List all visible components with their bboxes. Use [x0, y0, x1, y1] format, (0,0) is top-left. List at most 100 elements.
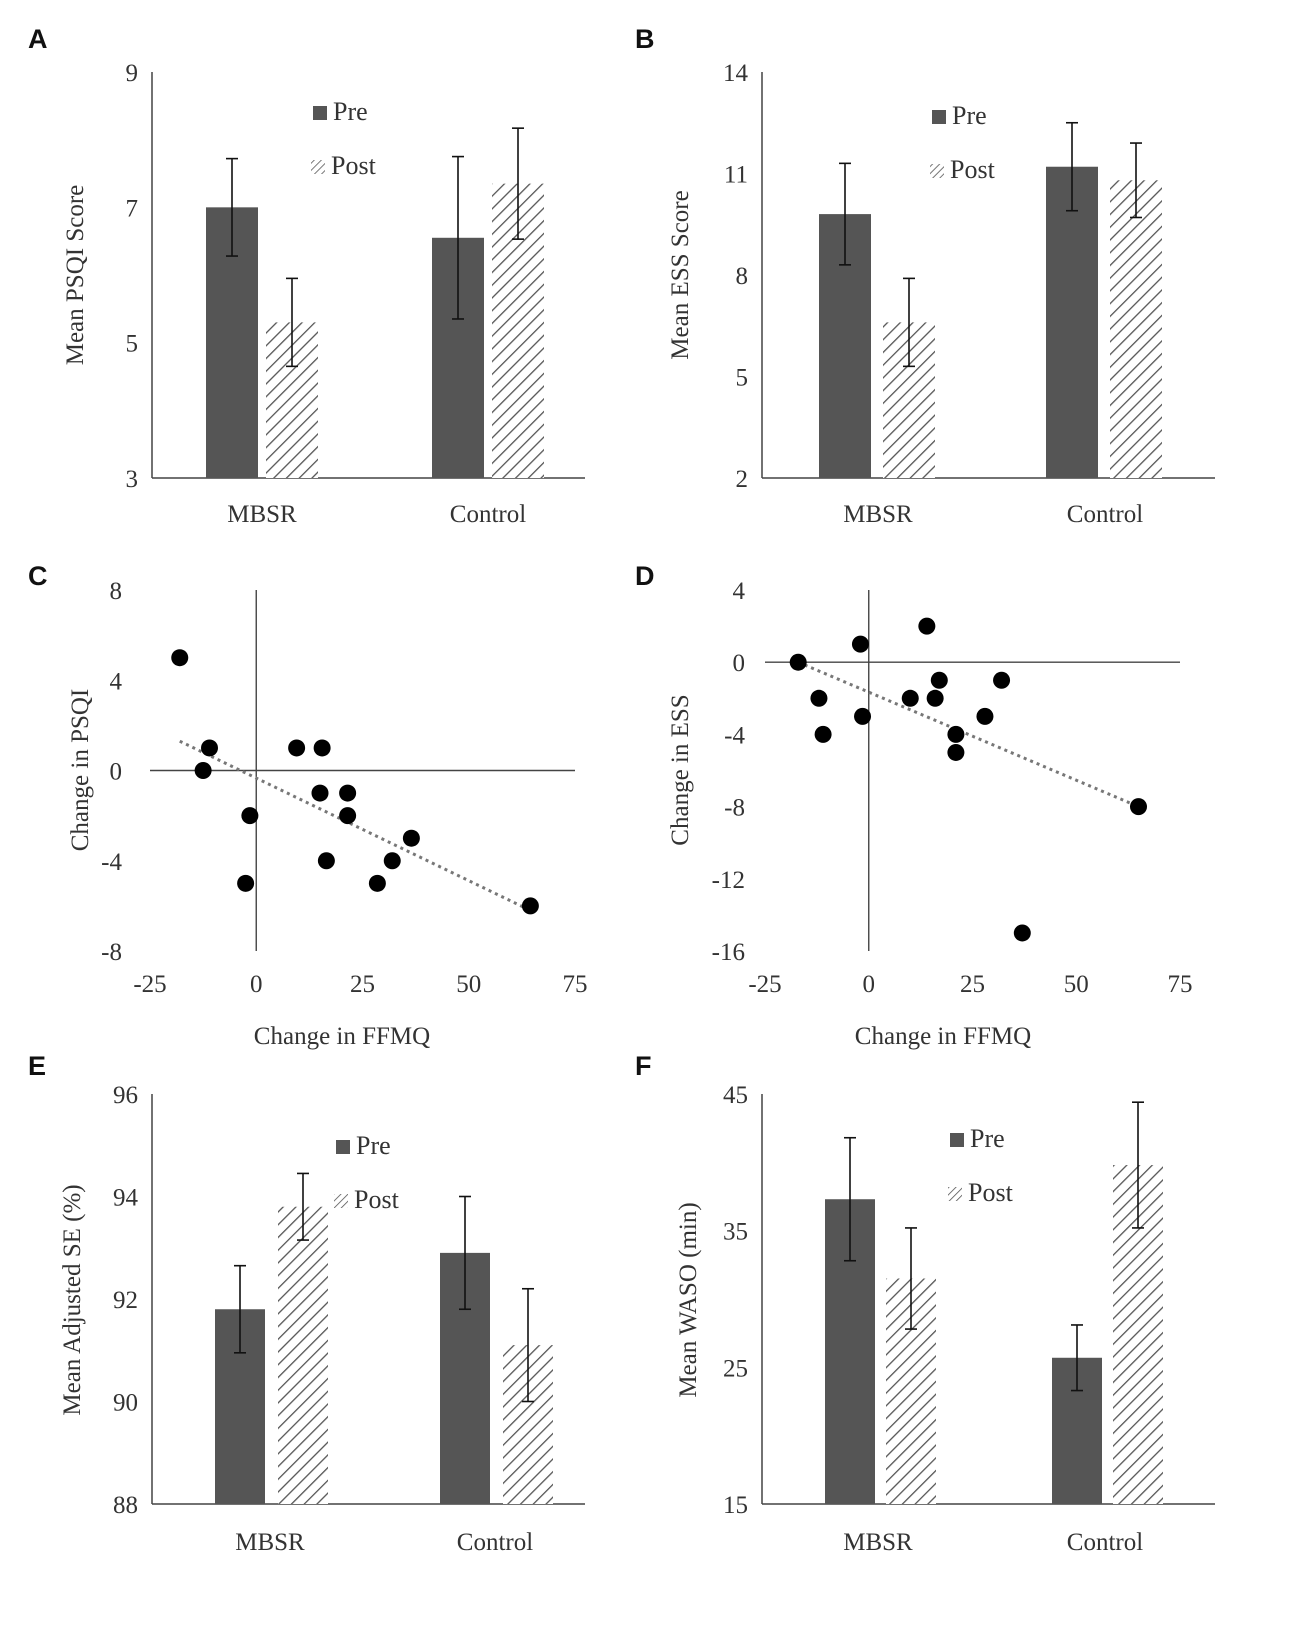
y-tick-label: -8	[101, 939, 122, 966]
legend-label-pre: Pre	[356, 1131, 391, 1160]
x-tick-label: -25	[748, 971, 781, 998]
data-point	[1130, 798, 1147, 816]
data-point	[339, 807, 357, 825]
data-point	[521, 897, 539, 915]
y-tick-label: 9	[126, 60, 139, 87]
x-tick-label: 50	[1064, 971, 1089, 998]
data-point	[288, 739, 306, 757]
data-point	[317, 852, 335, 870]
legend-swatch-post	[930, 164, 944, 178]
data-point	[201, 739, 218, 757]
y-tick-label: 35	[723, 1219, 748, 1246]
data-point	[368, 874, 386, 892]
category-label: Control	[457, 1529, 533, 1556]
y-tick-label: 8	[110, 578, 123, 605]
x-tick-label: 25	[960, 971, 985, 998]
y-tick-label: 7	[126, 195, 139, 222]
bar-pre	[1046, 166, 1098, 478]
category-label: Control	[450, 501, 526, 528]
y-tick-label: 96	[113, 1082, 138, 1109]
data-point	[789, 653, 807, 671]
data-point	[810, 689, 828, 707]
panel-a: A 3 5 7 9 Mean PSQI Score MBSR Control Pre Post	[28, 24, 585, 528]
y-tick-label: 88	[113, 1492, 138, 1519]
data-point	[926, 689, 944, 707]
y-axis-title: Mean ESS Score	[667, 190, 694, 359]
x-tick-label: 75	[1168, 971, 1193, 998]
legend-swatch-pre	[950, 1133, 964, 1147]
category-label: MBSR	[227, 501, 297, 528]
y-axis-title: Change in ESS	[667, 694, 694, 845]
y-tick-label: -8	[724, 795, 745, 822]
panel-letter: D	[635, 561, 655, 591]
x-tick-label: 75	[563, 971, 588, 998]
data-point	[993, 671, 1011, 689]
legend-label-post: Post	[950, 155, 996, 184]
bar-post	[278, 1206, 328, 1504]
x-tick-label: 25	[350, 971, 375, 998]
y-tick-label: 15	[723, 1492, 748, 1519]
data-point	[947, 725, 965, 743]
data-point	[339, 784, 357, 802]
y-tick-label: -16	[712, 939, 745, 966]
data-point	[901, 689, 919, 707]
data-point	[947, 743, 965, 761]
y-tick-label: -12	[712, 867, 745, 894]
y-tick-label: 5	[126, 331, 139, 358]
panel-f: F 15 25 35 45 Mean WASO (min) MBSR Control Pre Po…	[635, 1051, 1215, 1556]
panel-letter: E	[28, 1051, 46, 1081]
y-tick-label: 4	[733, 578, 746, 605]
category-label: MBSR	[843, 501, 913, 528]
legend-label-pre: Pre	[333, 97, 368, 126]
y-axis-title: Mean PSQI Score	[62, 185, 89, 366]
legend-swatch-post	[311, 160, 325, 174]
y-tick-label: 0	[733, 650, 746, 677]
y-axis-title: Mean WASO (min)	[675, 1202, 702, 1397]
trendline	[797, 660, 1140, 808]
panel-b: B 2 5 8 11 14 Mean ESS Score MBSR Control Pre Post	[635, 24, 1215, 528]
category-label: MBSR	[235, 1529, 305, 1556]
legend-label-post: Post	[354, 1185, 400, 1214]
y-tick-label: 25	[723, 1355, 748, 1382]
legend-swatch-post	[948, 1187, 962, 1201]
legend-swatch-post	[334, 1194, 348, 1208]
category-label: Control	[1067, 501, 1143, 528]
legend-label-post: Post	[968, 1178, 1014, 1207]
x-tick-label: -25	[133, 971, 166, 998]
data-point	[851, 635, 869, 653]
data-point	[241, 807, 259, 825]
panel-c: C -8 -4 0 4 8 -25 0 25 50 75 Change in FFMQ Change i…	[28, 561, 588, 1050]
data-point	[976, 707, 994, 725]
trendline	[179, 739, 532, 912]
legend-label-pre: Pre	[952, 101, 987, 130]
panel-letter: C	[28, 561, 48, 591]
y-tick-label: 0	[110, 759, 123, 786]
y-tick-label: 2	[736, 466, 749, 493]
y-tick-label: 14	[723, 60, 749, 87]
y-tick-label: 3	[126, 466, 139, 493]
legend-swatch-pre	[932, 110, 946, 124]
data-point	[313, 739, 331, 757]
data-point	[402, 829, 420, 847]
y-tick-label: 92	[113, 1287, 138, 1314]
y-tick-label: 5	[736, 365, 749, 392]
y-tick-label: 8	[736, 263, 749, 290]
y-tick-label: 45	[723, 1082, 748, 1109]
data-point	[171, 649, 189, 667]
data-point	[918, 617, 936, 635]
x-tick-label: 50	[456, 971, 481, 998]
data-point	[194, 762, 212, 779]
data-point	[1013, 924, 1031, 942]
legend-swatch-pre	[336, 1140, 350, 1154]
y-tick-label: 94	[113, 1185, 139, 1212]
y-tick-label: 90	[113, 1390, 138, 1417]
y-tick-label: 11	[724, 162, 748, 189]
legend-swatch-pre	[313, 106, 327, 120]
data-point	[383, 852, 401, 870]
category-label: Control	[1067, 1529, 1143, 1556]
x-tick-label: 0	[250, 971, 263, 998]
data-point	[237, 874, 255, 892]
category-label: MBSR	[843, 1529, 913, 1556]
y-axis-title: Mean Adjusted SE (%)	[59, 1184, 86, 1415]
